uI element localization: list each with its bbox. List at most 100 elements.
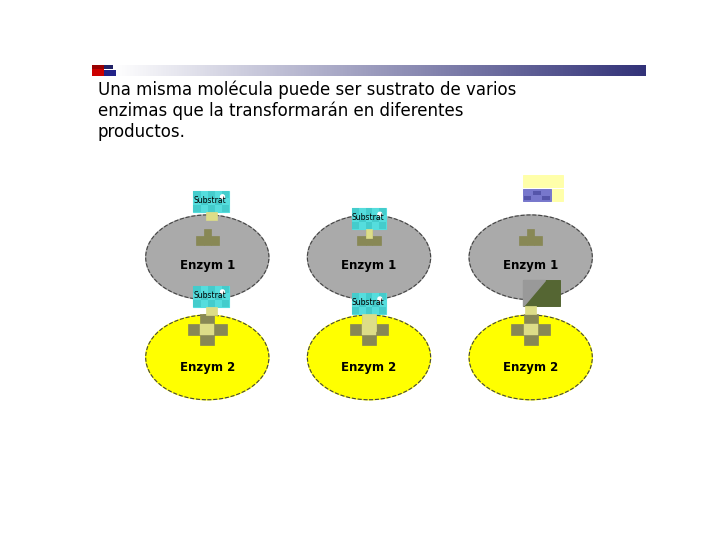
- Bar: [379, 222, 386, 229]
- Bar: [447, 65, 448, 76]
- Bar: [359, 215, 366, 222]
- Bar: [601, 65, 603, 76]
- Bar: [298, 65, 299, 76]
- Bar: [207, 286, 215, 293]
- Bar: [442, 65, 443, 76]
- Bar: [296, 65, 297, 76]
- Text: Substrat: Substrat: [193, 291, 226, 300]
- Bar: [372, 236, 381, 245]
- Bar: [372, 65, 373, 76]
- Bar: [263, 65, 264, 76]
- Text: Substrat: Substrat: [351, 213, 384, 222]
- Bar: [492, 65, 493, 76]
- Bar: [523, 323, 538, 335]
- Bar: [276, 65, 277, 76]
- Bar: [392, 65, 393, 76]
- Bar: [320, 65, 321, 76]
- Bar: [583, 65, 584, 76]
- Bar: [122, 65, 123, 76]
- Bar: [459, 65, 460, 76]
- Bar: [242, 65, 243, 76]
- Bar: [642, 65, 643, 76]
- Bar: [505, 65, 506, 76]
- Ellipse shape: [220, 290, 225, 294]
- Bar: [426, 65, 427, 76]
- Bar: [161, 65, 162, 76]
- Bar: [201, 293, 207, 300]
- Bar: [448, 65, 449, 76]
- Bar: [148, 65, 149, 76]
- Bar: [367, 65, 368, 76]
- Bar: [92, 67, 98, 70]
- Bar: [173, 65, 174, 76]
- Bar: [163, 65, 164, 76]
- Bar: [157, 65, 158, 76]
- Bar: [366, 222, 372, 229]
- Bar: [184, 65, 185, 76]
- Bar: [365, 65, 366, 76]
- Bar: [344, 65, 345, 76]
- Bar: [146, 65, 148, 76]
- Bar: [305, 65, 306, 76]
- Bar: [207, 205, 215, 212]
- Bar: [200, 314, 215, 345]
- Bar: [427, 65, 428, 76]
- Bar: [301, 65, 302, 76]
- Bar: [104, 64, 110, 67]
- Bar: [430, 65, 431, 76]
- Bar: [211, 65, 212, 76]
- Bar: [266, 65, 267, 76]
- Bar: [511, 323, 550, 335]
- Bar: [533, 65, 534, 76]
- Bar: [215, 198, 222, 205]
- Bar: [286, 65, 287, 76]
- Bar: [563, 65, 564, 76]
- Bar: [240, 65, 241, 76]
- Bar: [153, 65, 154, 76]
- Bar: [290, 65, 291, 76]
- Bar: [353, 65, 354, 76]
- Bar: [534, 236, 542, 245]
- Bar: [523, 65, 525, 76]
- Bar: [605, 65, 606, 76]
- Bar: [218, 65, 219, 76]
- Bar: [222, 286, 229, 293]
- Bar: [526, 306, 536, 314]
- Bar: [530, 65, 531, 76]
- Bar: [479, 65, 480, 76]
- Bar: [572, 65, 573, 76]
- Bar: [372, 300, 379, 307]
- Bar: [92, 65, 104, 70]
- Bar: [186, 65, 187, 76]
- Bar: [312, 65, 314, 76]
- Bar: [137, 65, 138, 76]
- Bar: [366, 229, 372, 245]
- Bar: [212, 65, 213, 76]
- Bar: [475, 65, 476, 76]
- Bar: [204, 229, 211, 245]
- Bar: [324, 65, 325, 76]
- Bar: [295, 65, 296, 76]
- Bar: [352, 307, 359, 314]
- Bar: [234, 65, 235, 76]
- Bar: [527, 65, 528, 76]
- Bar: [275, 65, 276, 76]
- Bar: [245, 65, 246, 76]
- Bar: [271, 65, 272, 76]
- Bar: [304, 65, 305, 76]
- Bar: [352, 65, 353, 76]
- Bar: [408, 65, 409, 76]
- Bar: [404, 65, 405, 76]
- Bar: [381, 65, 382, 76]
- Bar: [584, 65, 585, 76]
- Bar: [363, 65, 364, 76]
- Bar: [400, 65, 401, 76]
- Bar: [462, 65, 463, 76]
- Bar: [469, 65, 470, 76]
- Bar: [482, 65, 483, 76]
- Bar: [225, 65, 226, 76]
- Bar: [630, 65, 631, 76]
- Bar: [604, 65, 605, 76]
- Bar: [463, 65, 464, 76]
- Bar: [417, 65, 418, 76]
